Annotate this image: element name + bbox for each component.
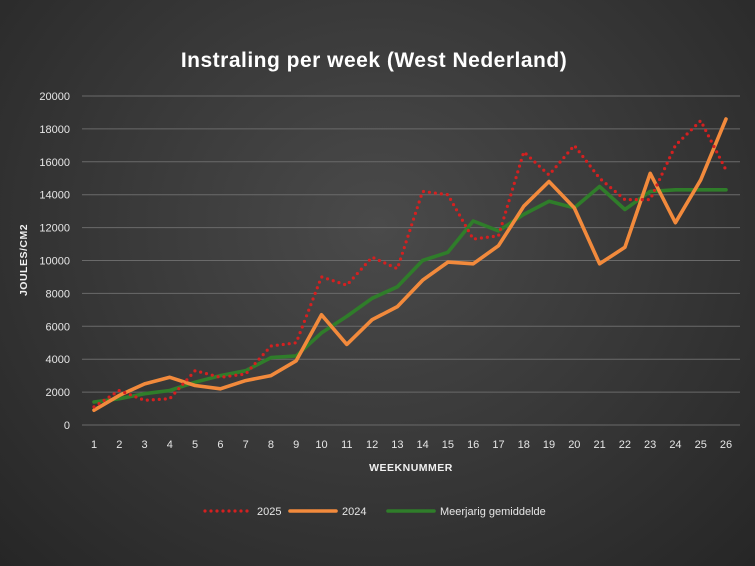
x-tick-label: 22 — [619, 439, 631, 451]
legend-label: 2024 — [342, 506, 366, 518]
y-axis-ticks: 0 2000 4000 6000 8000 10000 12000 14000 16000 180… — [39, 91, 70, 432]
x-tick-label: 12 — [366, 439, 378, 451]
gridlines — [82, 95, 740, 426]
x-tick-label: 14 — [417, 439, 429, 451]
y-tick-label: 10000 — [39, 256, 70, 268]
y-tick-label: 12000 — [39, 223, 70, 235]
x-tick-label: 20 — [568, 439, 580, 451]
x-tick-label: 25 — [695, 439, 707, 451]
x-tick-label: 8 — [268, 439, 274, 451]
x-tick-label: 26 — [720, 439, 732, 451]
y-tick-label: 18000 — [39, 124, 70, 136]
x-tick-label: 17 — [492, 439, 504, 451]
y-tick-label: 4000 — [46, 354, 70, 366]
x-tick-label: 19 — [543, 439, 555, 451]
x-tick-label: 21 — [593, 439, 605, 451]
x-tick-label: 3 — [141, 439, 147, 451]
y-tick-label: 20000 — [39, 91, 70, 103]
chart-title: Instraling per week (West Nederland) — [181, 49, 567, 72]
series-line-2025 — [92, 119, 728, 409]
y-tick-label: 14000 — [39, 190, 70, 202]
x-tick-label: 5 — [192, 439, 198, 451]
y-axis-title: JOULES/CM2 — [18, 224, 30, 296]
legend: 2025 2024 Meerjarig gemiddelde — [203, 506, 546, 518]
x-tick-label: 2 — [116, 439, 122, 451]
y-tick-label: 2000 — [46, 387, 70, 399]
y-tick-label: 8000 — [46, 288, 70, 300]
x-tick-label: 6 — [217, 439, 223, 451]
x-tick-label: 4 — [167, 439, 173, 451]
y-tick-label: 16000 — [39, 157, 70, 169]
legend-label: 2025 — [257, 506, 281, 518]
x-axis-ticks: 1 2 3 4 5 6 7 8 9 10 11 12 13 14 15 16 17 18 19 20 21 22 23 24 2… — [91, 439, 732, 451]
legend-label: Meerjarig gemiddelde — [440, 506, 546, 518]
x-tick-label: 9 — [293, 439, 299, 451]
x-tick-label: 16 — [467, 439, 479, 451]
series-line-meerjarig-gemiddelde — [92, 184, 728, 404]
x-tick-label: 15 — [442, 439, 454, 451]
x-tick-label: 24 — [669, 439, 681, 451]
x-tick-label: 13 — [391, 439, 403, 451]
y-tick-label: 0 — [64, 420, 70, 432]
x-axis-title: WEEKNUMMER — [369, 462, 453, 474]
x-tick-label: 1 — [91, 439, 97, 451]
x-tick-label: 23 — [644, 439, 656, 451]
x-tick-label: 18 — [518, 439, 530, 451]
x-tick-label: 11 — [341, 439, 352, 451]
y-tick-label: 6000 — [46, 321, 70, 333]
series-layer — [92, 117, 728, 413]
series-line-2024 — [92, 117, 728, 413]
x-tick-label: 7 — [243, 439, 249, 451]
x-tick-label: 10 — [315, 439, 327, 451]
